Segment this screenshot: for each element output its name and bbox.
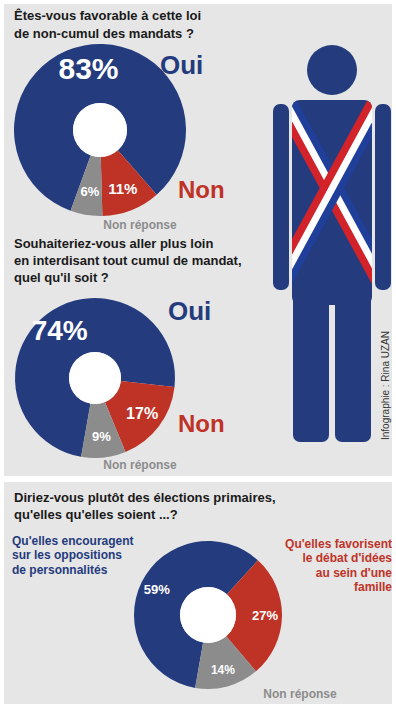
title-line: de non-cumul des mandats ?: [14, 26, 194, 41]
data-label: 27%: [252, 608, 278, 623]
slice: [81, 402, 125, 458]
data-label: 17%: [126, 405, 158, 422]
category-line: famille: [354, 580, 392, 594]
data-labels: 74% 17% 9%: [32, 315, 159, 444]
slice: [71, 155, 103, 216]
category-line: Qu'elles favorisent: [285, 537, 392, 551]
data-label: 9%: [92, 429, 111, 444]
data-label: 14%: [211, 663, 235, 677]
donut-chart: Diriez-vous plutôt des élections primair…: [12, 490, 392, 701]
data-label: 59%: [144, 582, 170, 597]
donut-hole: [73, 103, 127, 157]
credit: Infographie : Rina UZAN: [380, 331, 391, 440]
category-line: Non réponse: [263, 687, 337, 701]
title-line: Diriez-vous plutôt des élections primair…: [14, 490, 276, 505]
category-label: Qu'elles favorisentle débat d'idéesau se…: [285, 537, 392, 594]
data-label: 11%: [108, 180, 137, 197]
sash-stripe: [292, 100, 372, 277]
category-line: Oui: [168, 296, 211, 326]
data-label: 6%: [81, 184, 100, 199]
donut-hole: [180, 587, 236, 643]
category-line: Non: [178, 410, 225, 437]
category-line: Qu'elles encouragent: [12, 534, 134, 548]
category-line: de personnalités: [12, 563, 108, 577]
slices: [15, 298, 175, 458]
data-label: 74%: [32, 315, 88, 346]
slice: [101, 150, 157, 216]
tricolor-sash: [292, 100, 372, 283]
category-line: Oui: [160, 50, 203, 80]
category-line: au sein d'une: [316, 566, 393, 580]
data-label: 83%: [58, 52, 118, 85]
figure-arm: [273, 104, 289, 290]
category-label: Non: [178, 176, 225, 203]
chart-title: Diriez-vous plutôt des élections primair…: [14, 490, 276, 522]
category-line: le débat d'idées: [302, 551, 392, 565]
category-label: Non réponse: [263, 687, 337, 701]
category-line: sur les oppositions: [12, 548, 122, 562]
category-label: Oui: [168, 296, 211, 326]
infographic: Infographie : Rina UZAN Êtes-vous favorab…: [0, 0, 396, 710]
donut-chart: Souhaiteriez-vous aller plus loin en inte…: [14, 236, 242, 472]
title-line: quel qu'il soit ?: [14, 270, 109, 285]
figure-leg: [293, 290, 329, 442]
top-panel: [4, 4, 392, 476]
title-line: qu'elles qu'elles soient ...?: [14, 507, 178, 522]
chart-title: Souhaiteriez-vous aller plus loin en inte…: [14, 236, 242, 285]
figure-head: [307, 45, 357, 95]
category-line: Non réponse: [103, 458, 177, 472]
category-label: Non réponse: [103, 458, 177, 472]
title-line: Êtes-vous favorable à cette loi: [14, 8, 201, 23]
category-label: Oui: [160, 50, 203, 80]
slice: [15, 298, 175, 457]
data-labels: 59% 27% 14%: [144, 582, 279, 677]
category-label: Qu'elles encouragentsur les oppositionsd…: [12, 534, 134, 577]
figure-leg: [335, 290, 371, 442]
donut-chart: Êtes-vous favorable à cette loi de non-cu…: [14, 8, 225, 232]
donut-hole: [69, 352, 121, 404]
data-labels: 83% 11% 6%: [58, 52, 137, 199]
category-line: Non réponse: [103, 218, 177, 232]
bottom-panel: [4, 482, 392, 704]
chart-title: Êtes-vous favorable à cette loi de non-cu…: [14, 8, 201, 41]
figure-arm: [375, 104, 391, 290]
title-line: Souhaiteriez-vous aller plus loin: [14, 236, 213, 251]
slices: [134, 541, 282, 689]
slice: [195, 636, 256, 689]
title-line: en interdisant tout cumul de mandat,: [14, 253, 242, 268]
category-label: Non réponse: [103, 218, 177, 232]
category-line: Non: [178, 176, 225, 203]
elected-figure: [273, 45, 391, 442]
category-label: Non: [178, 410, 225, 437]
